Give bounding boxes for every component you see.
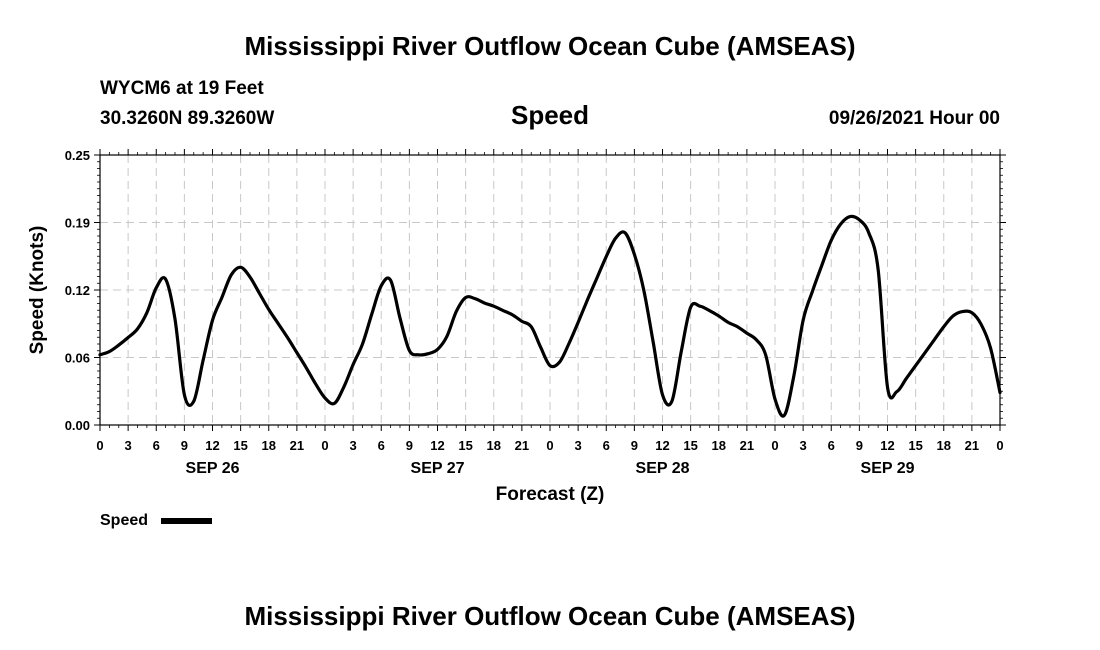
x-tick-label: 21 [965,438,979,453]
x-tick-label: 9 [856,438,863,453]
x-tick-label: 9 [631,438,638,453]
y-tick-label: 0.00 [65,418,90,433]
x-tick-label: 15 [908,438,922,453]
x-tick-label: 6 [828,438,835,453]
legend-swatch [161,518,212,524]
x-axis-label: Forecast (Z) [496,484,605,505]
x-tick-label: 18 [487,438,501,453]
x-tick-label: 18 [937,438,951,453]
x-tick-label: 6 [153,438,160,453]
y-axis-ticks: 0.00 0.06 0.12 0.19 0.25 [65,148,1006,433]
x-tick-label: 3 [575,438,582,453]
chart-title: Mississippi River Outflow Ocean Cube (AM… [244,31,855,61]
day-labels: SEP 26 SEP 27 SEP 28 SEP 29 [186,460,915,477]
day-label: SEP 29 [861,460,915,477]
x-tick-label: 3 [800,438,807,453]
x-tick-label: 18 [262,438,276,453]
x-tick-label: 6 [378,438,385,453]
x-tick-label: 0 [546,438,553,453]
x-tick-label: 0 [321,438,328,453]
x-tick-label: 21 [515,438,529,453]
x-tick-label: 0 [771,438,778,453]
x-tick-label: 6 [603,438,610,453]
y-tick-label: 0.12 [65,283,90,298]
day-label: SEP 26 [186,460,240,477]
datetime-label: 09/26/2021 Hour 00 [829,108,1000,129]
day-label: SEP 27 [411,460,465,477]
variable-label: Speed [511,100,589,130]
x-tick-label: 0 [96,438,103,453]
x-tick-label: 12 [655,438,669,453]
footer-title: Mississippi River Outflow Ocean Cube (AM… [244,601,855,631]
x-tick-label: 21 [290,438,304,453]
location-label: 30.3260N 89.3260W [100,108,274,129]
y-tick-label: 0.19 [65,216,90,231]
x-tick-label: 9 [181,438,188,453]
day-label: SEP 28 [636,460,690,477]
legend-label: Speed [100,512,148,529]
x-tick-label: 21 [740,438,754,453]
station-label: WYCM6 at 19 Feet [100,78,264,99]
y-axis-label: Speed (Knots) [27,226,48,355]
x-tick-label: 15 [683,438,697,453]
x-tick-label: 12 [205,438,219,453]
x-tick-label: 12 [880,438,894,453]
x-tick-label: 3 [350,438,357,453]
speed-series-line [98,214,1002,418]
x-tick-label: 12 [430,438,444,453]
x-tick-label: 3 [125,438,132,453]
x-tick-label: 0 [996,438,1003,453]
legend: Speed [100,512,212,529]
x-tick-label: 15 [233,438,247,453]
y-tick-label: 0.25 [65,148,90,163]
y-tick-label: 0.06 [65,351,90,366]
grid-lines [100,155,1000,425]
x-axis-ticks: 0 3 6 9 12 15 18 21 0 3 6 9 12 15 18 21 0 3 6 9 12 15 18 21 0 3 6 9… [96,149,1004,453]
x-tick-label: 18 [712,438,726,453]
x-tick-label: 15 [458,438,472,453]
x-tick-label: 9 [406,438,413,453]
